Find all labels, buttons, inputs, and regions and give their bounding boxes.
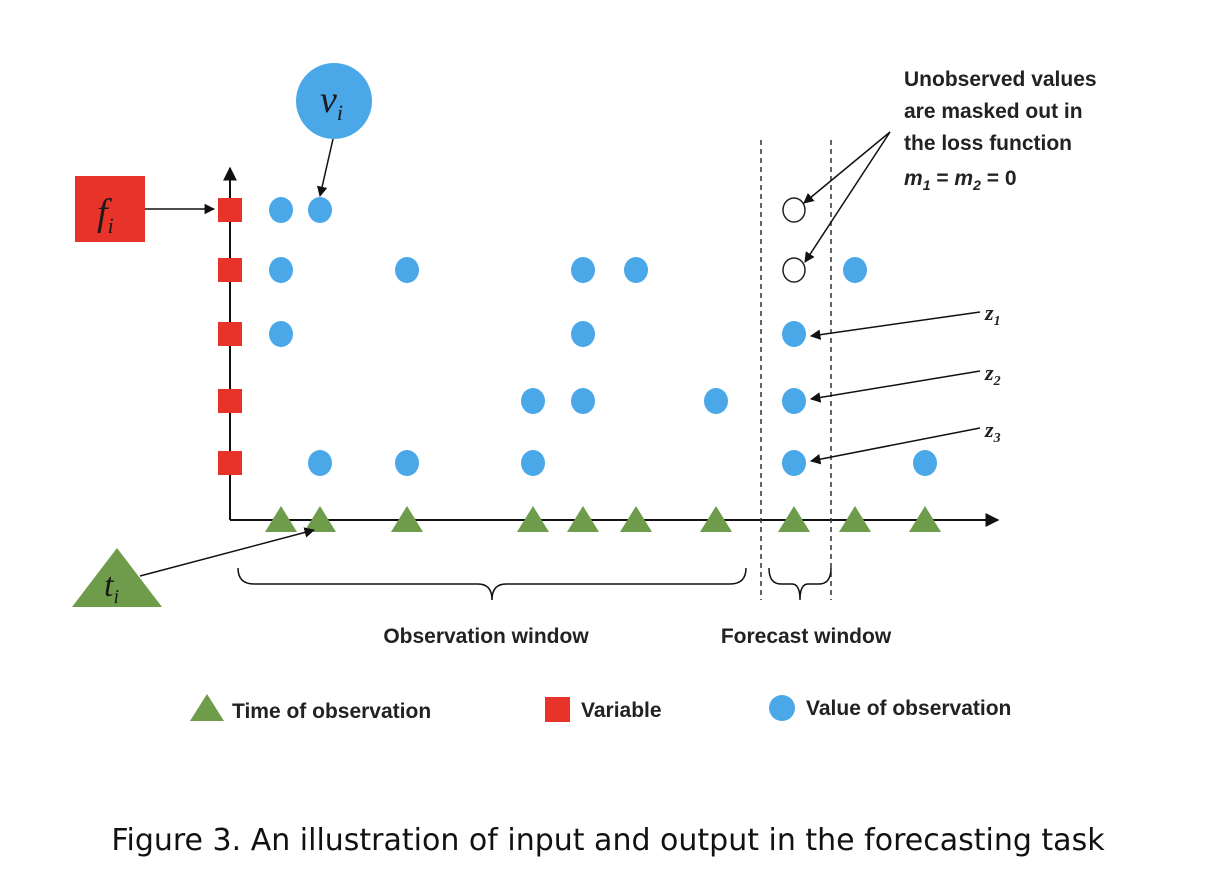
time-marker [909,506,941,532]
t-arrow [139,527,316,577]
t-callout-label: ti [104,567,119,608]
observation-dot [571,257,595,283]
observation-dot [395,257,419,283]
t-callout-triangle [72,548,162,607]
z3-arrow [809,427,981,465]
f-callout-box [75,176,145,242]
legend-variable-square [545,697,570,722]
observation-dot [913,450,937,476]
observation-dot [521,388,545,414]
observation-dot [782,450,806,476]
observation-values [269,197,937,476]
time-marker [304,506,336,532]
variable-marker-5 [218,451,242,475]
time-marker [839,506,871,532]
time-marker [265,506,297,532]
legend-variable-label: Variable [581,699,662,722]
observation-dot [269,257,293,283]
variable-marker-4 [218,389,242,413]
observation-dot [571,321,595,347]
z1-arrow [809,311,981,340]
mask-equation: m1 = m2 = 0 [904,167,1017,193]
observation-dot [308,450,332,476]
observation-dot [782,321,806,347]
annotation-arrow-1 [803,131,891,204]
variable-marker-2 [218,258,242,282]
masked-dot [782,257,806,283]
forecast-window-brace [768,567,832,601]
legend-time-label: Time of observation [232,700,431,723]
forecast-window-label: Forecast window [721,625,892,648]
variable-markers [218,198,242,475]
time-marker [391,506,423,532]
legend-value-dot [769,695,795,721]
masked-values [782,197,806,283]
observation-dot [704,388,728,414]
z2-label: z2 [984,360,1001,389]
unobserved-annotation: Unobserved values are masked out in the … [904,68,1102,155]
time-marker [620,506,652,532]
time-markers [265,506,941,532]
masked-dot [782,197,806,223]
observation-dot [269,197,293,223]
z2-arrow [809,370,981,403]
observation-dot [395,450,419,476]
v-callout-label: vi [320,79,343,125]
observation-window-label: Observation window [383,625,589,648]
v-arrow [316,138,334,198]
time-marker [778,506,810,532]
observation-dot [521,450,545,476]
z1-label: z1 [984,300,1001,329]
z3-label: z3 [984,417,1001,446]
observation-dot [269,321,293,347]
observation-dot [571,388,595,414]
observation-window-brace [237,567,747,601]
observation-dot [843,257,867,283]
time-marker [700,506,732,532]
legend-time-triangle [190,694,224,721]
legend-value-label: Value of observation [806,697,1011,720]
observation-dot [782,388,806,414]
observation-dot [308,197,332,223]
variable-marker-3 [218,322,242,346]
figure-caption: Figure 3. An illustration of input and o… [111,823,1105,858]
time-marker [567,506,599,532]
annotation-arrow-2 [804,131,891,263]
v-callout-circle [296,63,372,139]
variable-marker-1 [218,198,242,222]
time-marker [517,506,549,532]
observation-dot [624,257,648,283]
